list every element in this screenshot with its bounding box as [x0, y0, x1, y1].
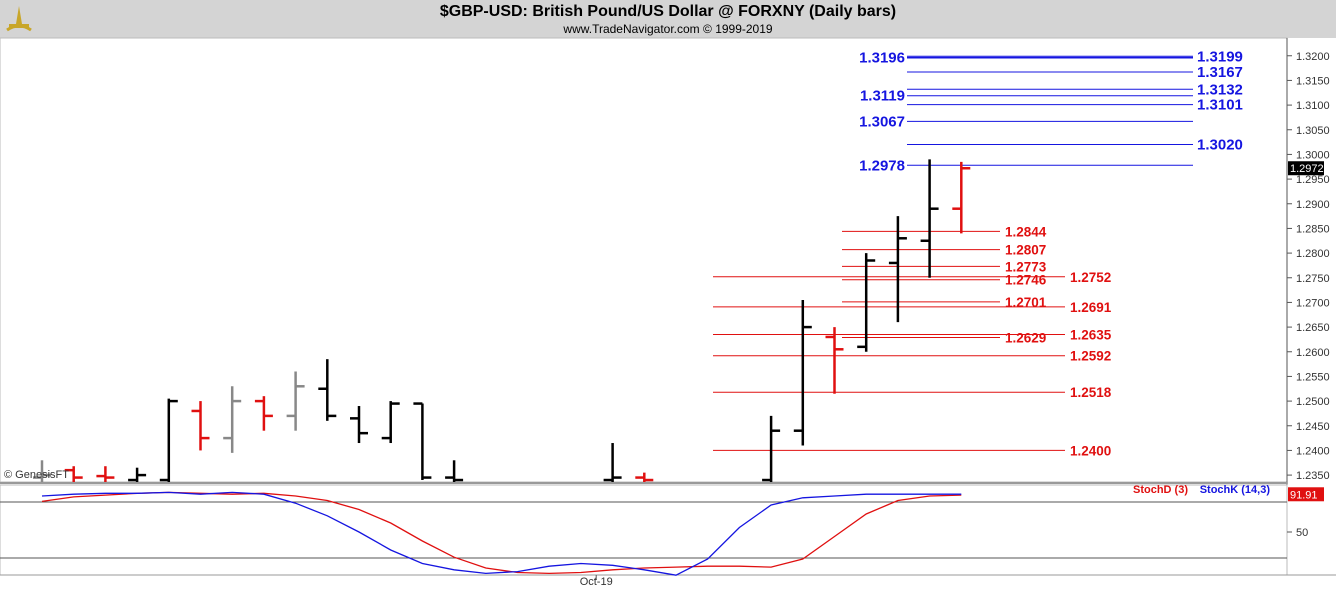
- ohlc-bar: [286, 371, 305, 431]
- stoch-k-label: StochK (14,3): [1200, 484, 1271, 496]
- red-level-label: 1.2518: [1070, 385, 1112, 400]
- y-tick-label: 1.3200: [1296, 51, 1330, 63]
- price-y-axis: 1.32001.31501.31001.30501.30001.29501.29…: [1287, 51, 1330, 482]
- y-tick-label: 1.3100: [1296, 100, 1330, 112]
- ohlc-bar: [128, 467, 147, 482]
- stoch-y-axis: 50 91.91: [1287, 487, 1324, 539]
- y-tick-label: 1.2500: [1296, 396, 1330, 408]
- ohlc-bar: [64, 466, 83, 482]
- y-tick-label: 1.2550: [1296, 371, 1330, 383]
- y-tick-label: 1.3050: [1296, 125, 1330, 137]
- y-tick-label: 1.3000: [1296, 149, 1330, 161]
- red-level-label: 1.2691: [1070, 300, 1112, 315]
- ohlc-bar: [762, 415, 781, 482]
- ohlc-bar: [825, 327, 844, 394]
- ohlc-bar: [318, 359, 337, 421]
- blue-level-label: 1.3101: [1197, 97, 1243, 114]
- y-tick-label: 1.2950: [1296, 174, 1330, 186]
- y-tick-label: 1.2600: [1296, 347, 1330, 359]
- y-tick-label: 1.2400: [1296, 445, 1330, 457]
- red-level-label: 1.2400: [1070, 443, 1111, 458]
- y-tick-label: 1.2750: [1296, 273, 1330, 285]
- ohlc-bar: [793, 299, 812, 446]
- red-level-label: 1.2752: [1070, 270, 1111, 285]
- ohlc-bar: [603, 443, 622, 482]
- y-tick-label: 1.2700: [1296, 297, 1330, 309]
- time-x-axis: Oct-19: [580, 575, 613, 588]
- price-axis: [1287, 38, 1336, 482]
- red-level-label: 1.2629: [1005, 330, 1046, 345]
- red-level-label: 1.2807: [1005, 243, 1046, 258]
- y-tick-label: 1.2850: [1296, 223, 1330, 235]
- blue-level-label: 1.3067: [859, 113, 905, 130]
- red-level-label: 1.2635: [1070, 327, 1112, 342]
- ohlc-bar: [223, 386, 242, 453]
- y-tick-label: 1.2650: [1296, 322, 1330, 334]
- ohlc-bar: [857, 253, 876, 352]
- chart-subtitle: www.TradeNavigator.com © 1999-2019: [563, 22, 773, 36]
- red-level-label: 1.2592: [1070, 349, 1111, 364]
- watermark-text: © GenesisFT: [4, 469, 69, 481]
- last-price-marker: [1288, 161, 1324, 176]
- blue-level-label: 1.3199: [1197, 48, 1243, 65]
- ohlc-bar: [445, 460, 464, 482]
- trade-navigator-logo-icon: [6, 6, 32, 32]
- stoch-d-label: StochD (3): [1133, 484, 1188, 496]
- y-tick-label: 1.2800: [1296, 248, 1330, 260]
- red-level-label: 1.2746: [1005, 273, 1047, 288]
- ohlc-bar: [159, 398, 178, 482]
- blue-level-label: 1.3119: [860, 88, 905, 105]
- last-price-label: 1.2972: [1290, 163, 1324, 175]
- stochastic-lines: [41, 491, 962, 576]
- ohlc-bar: [413, 402, 432, 481]
- stoch-last-label: 91.91: [1290, 489, 1318, 501]
- stoch-k-line: [41, 491, 962, 576]
- blue-level-label: 1.3020: [1197, 137, 1243, 154]
- stoch-last-marker: [1288, 487, 1324, 502]
- blue-level-label: 1.3132: [1197, 81, 1243, 98]
- stoch-d-line: [41, 491, 962, 575]
- x-tick-label: Oct-19: [580, 576, 613, 588]
- ohlc-bar: [33, 460, 51, 482]
- blue-level-label: 1.3167: [1197, 64, 1243, 81]
- red-level-label: 1.2773: [1005, 259, 1047, 274]
- y-tick-label: 1.2450: [1296, 421, 1330, 433]
- ohlc-bar: [350, 406, 368, 444]
- ohlc-bar: [888, 216, 907, 323]
- ohlc-bar: [920, 159, 939, 278]
- ohlc-bar: [635, 472, 654, 482]
- stochastic-panel: [0, 484, 1288, 576]
- header-bar: [0, 0, 1336, 38]
- ohlc-bars: [33, 159, 971, 482]
- stoch-tick-label: 50: [1296, 527, 1308, 539]
- red-level-label: 1.2701: [1005, 295, 1047, 310]
- blue-level-label: 1.2978: [859, 157, 905, 174]
- red-level-label: 1.2844: [1005, 224, 1047, 239]
- chart-title: $GBP-USD: British Pound/US Dollar @ FORX…: [439, 3, 897, 20]
- y-tick-label: 1.2900: [1296, 199, 1330, 211]
- y-tick-label: 1.2350: [1296, 470, 1330, 482]
- ohlc-bar: [254, 396, 273, 431]
- ohlc-bar: [381, 401, 400, 444]
- ohlc-bar: [952, 161, 971, 234]
- y-tick-label: 1.3150: [1296, 75, 1330, 87]
- ohlc-bar: [96, 466, 115, 482]
- blue-level-label: 1.3196: [859, 50, 905, 67]
- ohlc-bar: [191, 401, 210, 451]
